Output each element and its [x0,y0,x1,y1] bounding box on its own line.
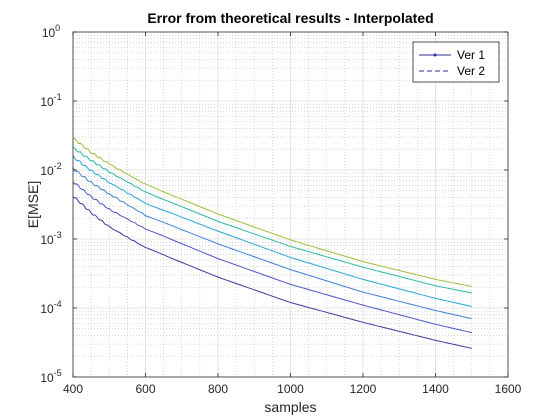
x-tick-label: 400 [63,382,83,396]
legend-label: Ver 1 [457,48,485,62]
x-tick-label: 1600 [495,382,522,396]
y-tick-label: 10-4 [40,299,61,316]
series-line [72,146,472,294]
legend-box [412,41,500,83]
x-tick-label: 600 [135,382,155,396]
x-tick-label: 800 [208,382,228,396]
chart-title: Error from theoretical results - Interpo… [147,10,433,26]
y-tick-label: 10-5 [40,368,61,385]
x-tick-label: 1000 [277,382,304,396]
y-axis-label: E[MSE] [25,181,41,228]
x-axis-label: samples [264,399,316,415]
x-tick-label: 1400 [422,382,449,396]
series-line [72,196,472,349]
legend-marker [433,53,437,57]
series-line [72,155,472,308]
legend-label: Ver 2 [457,64,485,78]
y-tick-label: 100 [42,23,60,40]
grid [73,32,508,377]
y-tick-label: 10-3 [40,230,61,247]
y-tick-label: 10-2 [40,161,61,178]
series-line [72,137,472,287]
legend: Ver 1 Ver 2 [412,41,500,83]
series-group [72,137,472,349]
series-line [72,181,472,334]
series-line [72,167,472,320]
ticks: 400 600 800 1000 1200 1400 1600 10-5 10-4 10-3 10-… [40,23,521,396]
x-tick-label: 1200 [350,382,377,396]
y-tick-label: 10-1 [40,92,61,109]
